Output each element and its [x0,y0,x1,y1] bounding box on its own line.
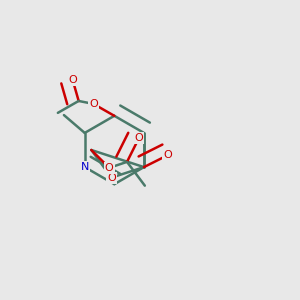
Text: O: O [68,75,77,85]
Text: O: O [134,133,143,143]
Text: O: O [107,173,116,183]
Text: N: N [80,162,89,172]
Text: O: O [105,163,113,173]
Text: O: O [163,150,172,160]
Text: O: O [89,99,98,109]
